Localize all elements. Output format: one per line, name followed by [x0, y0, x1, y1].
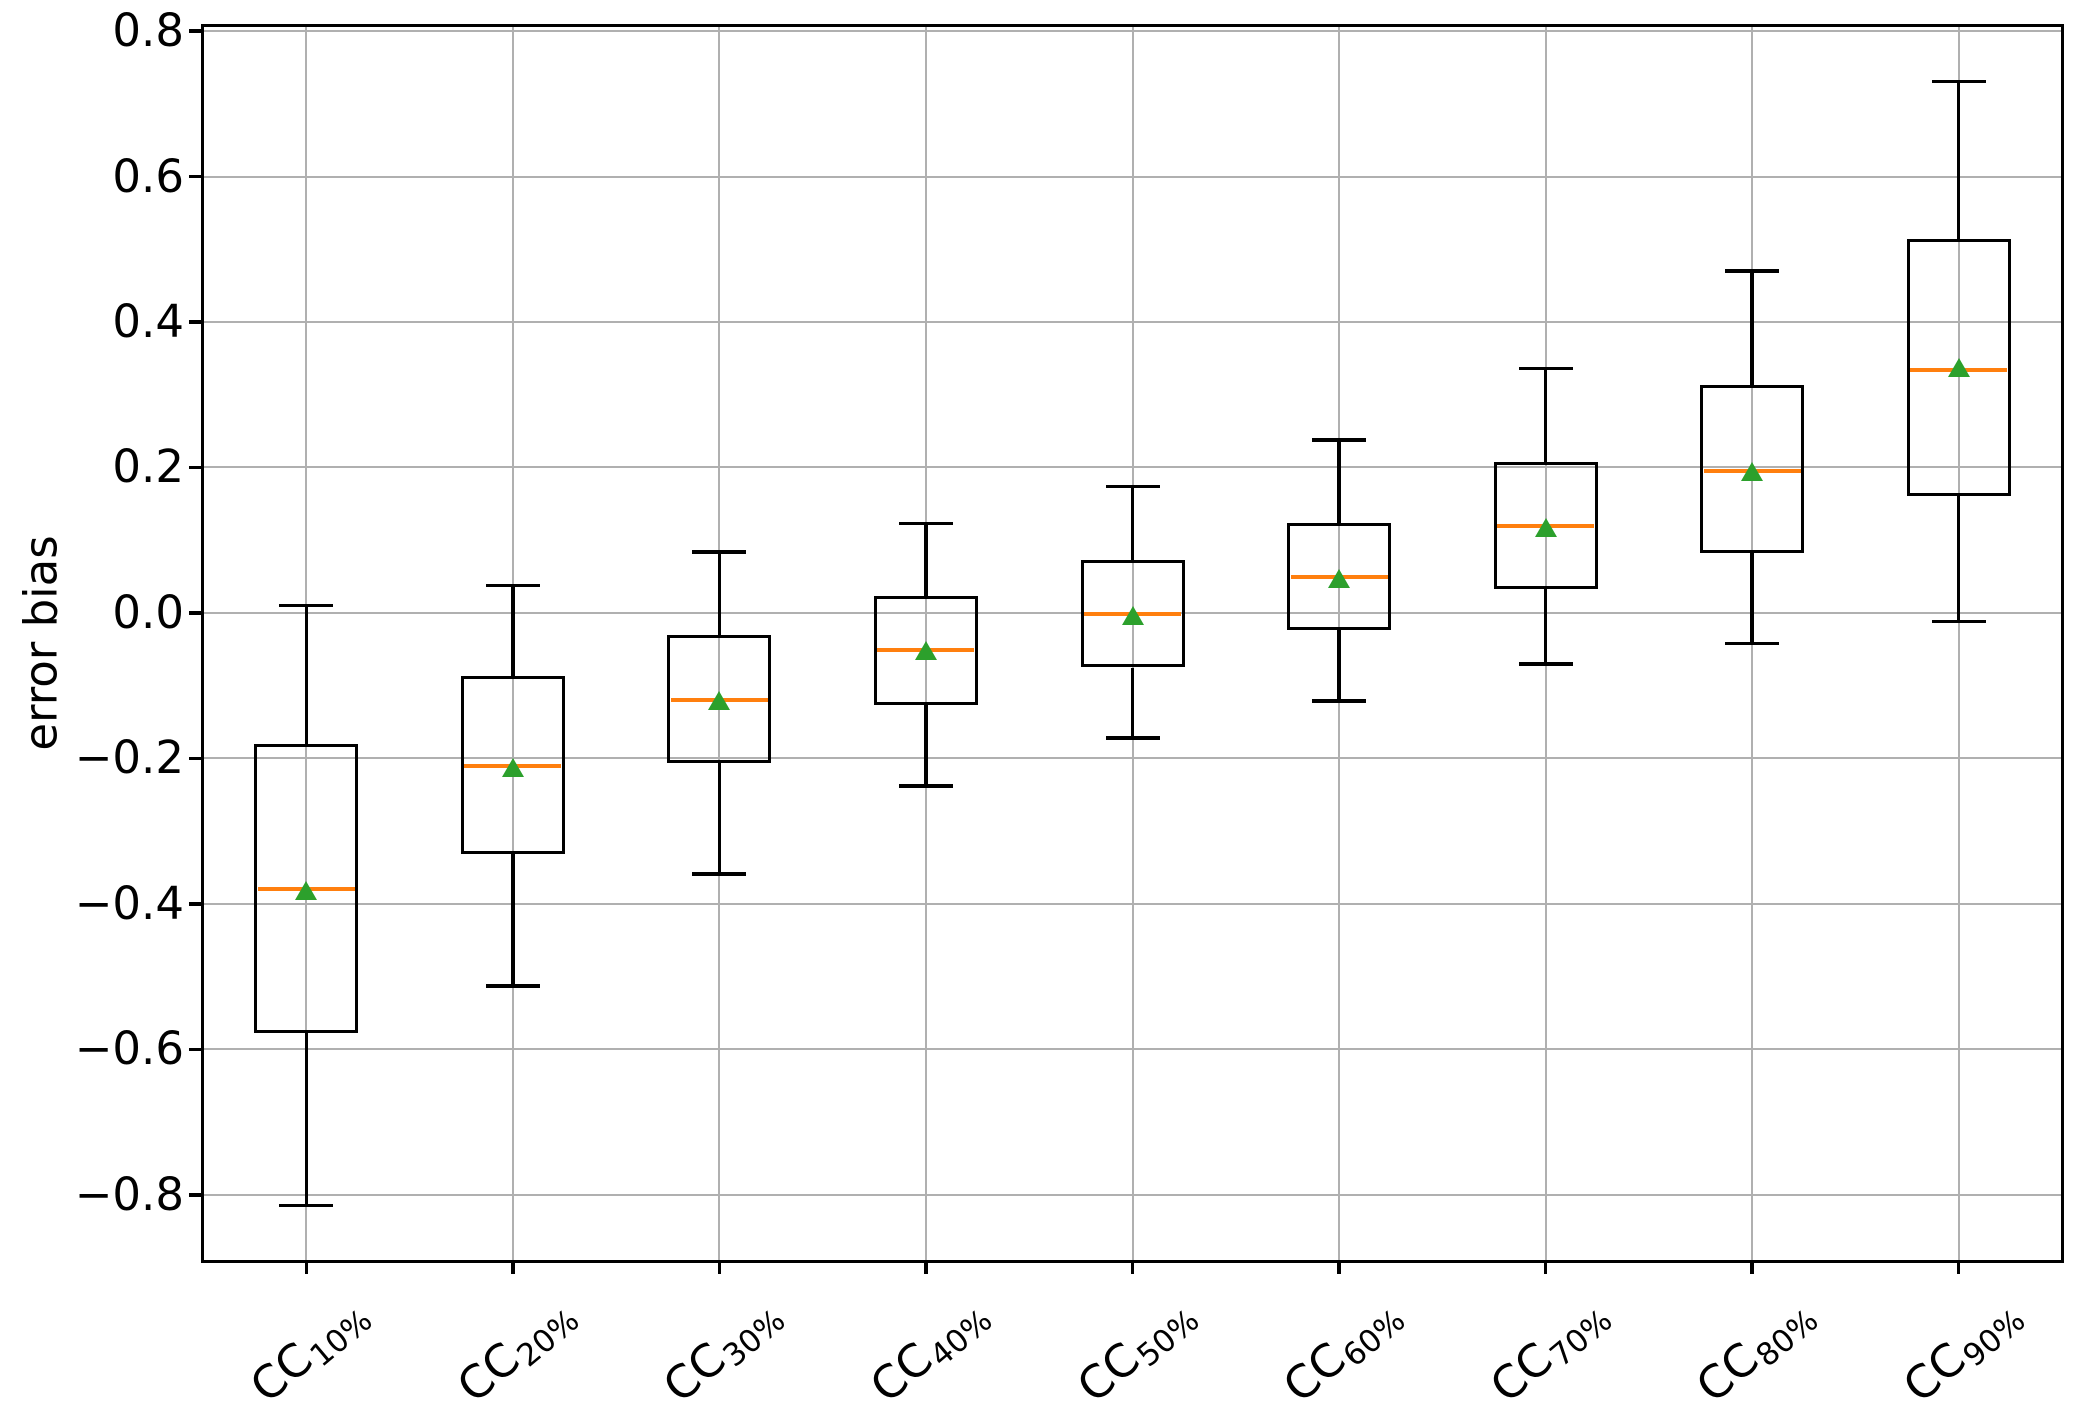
x-tick-mark	[1130, 1261, 1135, 1274]
y-tick-label: 0.4	[112, 295, 184, 349]
upper-whisker-line	[1337, 439, 1341, 523]
y-tick-label: −0.6	[74, 1022, 184, 1076]
mean-marker	[501, 757, 524, 777]
upper-whisker-line	[304, 605, 309, 744]
y-tick-label: −0.4	[74, 876, 184, 930]
y-tick-mark	[189, 320, 203, 324]
x-tick-mark	[1956, 1261, 1961, 1274]
x-tick-mark	[717, 1261, 722, 1274]
lower-whisker-cap	[692, 872, 747, 876]
iqr-box	[1080, 559, 1185, 668]
y-axis-label: error bias	[14, 535, 68, 751]
lower-whisker-cap	[1312, 699, 1367, 703]
mean-marker	[914, 641, 937, 661]
mean-marker	[708, 690, 731, 710]
upper-whisker-line	[1130, 486, 1135, 560]
lower-whisker-cap	[1725, 641, 1780, 646]
lower-whisker-line	[1750, 552, 1754, 644]
x-tick-mark	[304, 1261, 309, 1274]
y-tick-label: 0.6	[112, 149, 184, 203]
iqr-box	[1287, 522, 1392, 630]
upper-whisker-cap	[1725, 269, 1780, 273]
x-tick-mark	[511, 1261, 515, 1274]
x-gridline	[1131, 26, 1134, 1261]
upper-whisker-line	[1543, 368, 1548, 463]
y-tick-label: −0.2	[74, 731, 184, 785]
upper-whisker-cap	[692, 550, 747, 554]
lower-whisker-line	[924, 704, 928, 787]
lower-whisker-cap	[1931, 619, 1986, 624]
y-tick-mark	[189, 1047, 203, 1052]
iqr-box	[460, 675, 565, 854]
y-tick-mark	[189, 902, 203, 906]
upper-whisker-line	[511, 585, 515, 676]
upper-whisker-cap	[1312, 438, 1367, 442]
mean-marker	[1947, 358, 1970, 378]
upper-whisker-cap	[1518, 366, 1573, 371]
y-tick-mark	[189, 29, 203, 33]
y-tick-label: 0.2	[112, 440, 184, 494]
x-tick-mark	[1750, 1261, 1754, 1274]
lower-whisker-cap	[485, 984, 540, 988]
lower-whisker-line	[717, 762, 722, 875]
iqr-box	[1906, 239, 2011, 496]
iqr-box	[1700, 384, 1805, 553]
lower-whisker-cap	[279, 1203, 334, 1208]
lower-whisker-line	[1956, 495, 1961, 622]
mean-marker	[1741, 462, 1764, 482]
x-gridline	[1957, 26, 1960, 1261]
mean-marker	[295, 880, 318, 900]
y-tick-label: 0.0	[112, 585, 184, 639]
plot-frame	[201, 24, 2064, 1263]
upper-whisker-line	[1750, 271, 1754, 385]
upper-whisker-cap	[898, 521, 953, 526]
iqr-box	[873, 596, 978, 705]
y-tick-mark	[189, 756, 203, 761]
x-tick-label: CC60%	[1273, 1286, 1412, 1415]
lower-whisker-line	[304, 1033, 309, 1206]
upper-whisker-cap	[279, 603, 334, 608]
mean-marker	[1328, 569, 1351, 589]
y-tick-mark	[189, 611, 203, 615]
y-tick-mark	[189, 465, 203, 470]
lower-whisker-cap	[1518, 662, 1573, 666]
lower-whisker-line	[1337, 629, 1341, 701]
upper-whisker-line	[717, 551, 722, 635]
y-tick-mark	[189, 1193, 203, 1197]
x-tick-label: CC90%	[1892, 1286, 2032, 1415]
x-tick-label: CC80%	[1686, 1286, 1825, 1415]
x-tick-mark	[924, 1261, 928, 1274]
x-tick-label: CC50%	[1066, 1286, 1206, 1415]
upper-whisker-cap	[485, 583, 540, 588]
y-tick-label: −0.8	[74, 1167, 184, 1221]
lower-whisker-line	[1130, 667, 1135, 739]
lower-whisker-line	[1543, 588, 1548, 664]
x-tick-mark	[1337, 1261, 1341, 1274]
x-tick-label: CC10%	[240, 1286, 379, 1415]
x-tick-mark	[1543, 1261, 1548, 1274]
upper-whisker-line	[1956, 81, 1961, 240]
y-tick-mark	[189, 174, 203, 179]
mean-marker	[1534, 518, 1557, 538]
x-tick-label: CC20%	[446, 1286, 586, 1415]
upper-whisker-cap	[1105, 484, 1160, 489]
y-tick-label: 0.8	[112, 4, 184, 58]
lower-whisker-line	[511, 853, 515, 987]
iqr-box	[1493, 462, 1598, 589]
x-tick-label: CC30%	[653, 1286, 793, 1415]
iqr-box	[667, 634, 772, 763]
x-tick-label: CC40%	[859, 1286, 999, 1415]
x-gridline	[718, 26, 721, 1261]
upper-whisker-line	[924, 523, 928, 597]
upper-whisker-cap	[1931, 79, 1986, 84]
x-tick-label: CC70%	[1479, 1286, 1619, 1415]
lower-whisker-cap	[1105, 736, 1160, 740]
iqr-box	[254, 743, 359, 1034]
mean-marker	[1121, 606, 1144, 626]
lower-whisker-cap	[898, 784, 953, 788]
